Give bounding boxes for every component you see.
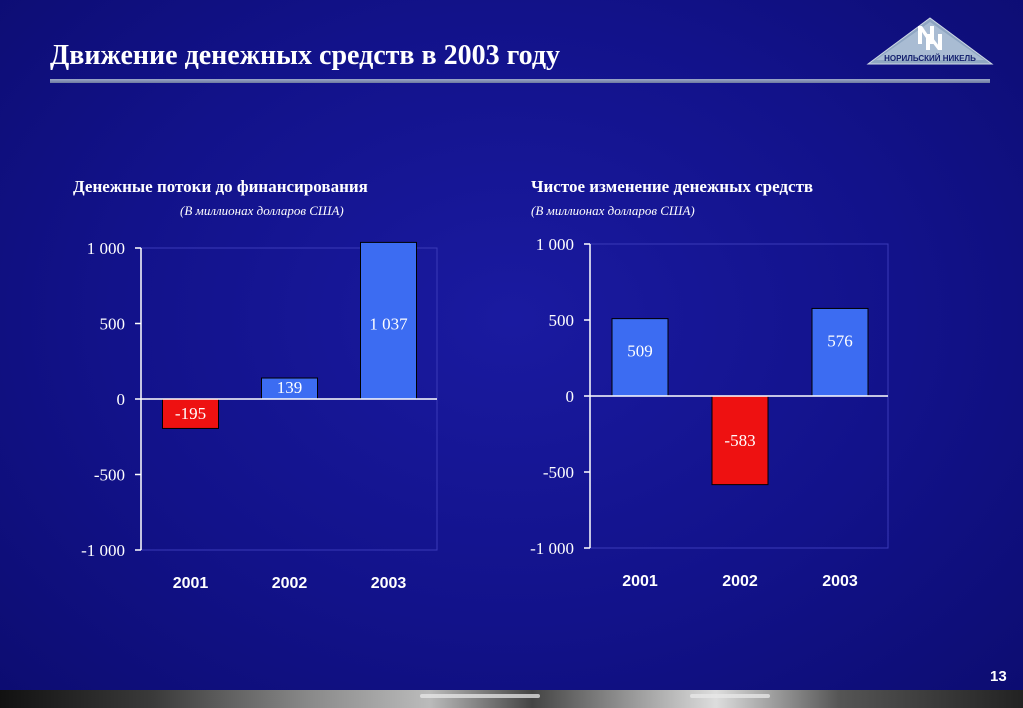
x-category-label: 2003 [822, 573, 858, 590]
y-tick-label: -1 000 [81, 541, 125, 560]
slide-title: Движение денежных средств в 2003 году [50, 40, 561, 71]
y-tick-label: 1 000 [87, 239, 125, 258]
page-number: 13 [990, 668, 1007, 685]
y-tick-label: 500 [100, 315, 126, 334]
y-tick-label: -1 000 [530, 539, 574, 558]
bar-2001 [162, 398, 219, 429]
data-label-2002: 139 [277, 378, 303, 397]
data-label-2003: 576 [827, 331, 853, 350]
x-category-label: 2002 [722, 573, 758, 590]
bar-2002 [711, 395, 769, 486]
data-label-2002: -583 [724, 431, 755, 450]
y-tick-label: -500 [94, 466, 125, 485]
chart-2-title: Чистое изменение денежных средств [531, 177, 814, 196]
chart-1-title: Денежные потоки до финансирования [73, 177, 368, 196]
x-category-label: 2003 [371, 575, 407, 592]
chart-2-subtitle: (В миллионах долларов США) [531, 203, 695, 218]
bar-2003 [811, 307, 869, 397]
y-tick-label: 500 [549, 311, 575, 330]
data-label-2001: 509 [627, 342, 653, 361]
y-tick-label: 0 [117, 390, 126, 409]
bottom-decorative-band [0, 690, 1023, 708]
x-category-label: 2001 [173, 575, 209, 592]
x-category-label: 2001 [622, 573, 658, 590]
y-tick-label: 0 [566, 387, 575, 406]
bar-2003 [360, 241, 417, 400]
nn-monogram-icon [918, 26, 942, 50]
norilsk-nickel-logo: НОРИЛЬСКИЙ НИКЕЛЬ [866, 17, 994, 65]
bar-2001 [611, 318, 669, 397]
chart-cash-flow-before-financing: 1 000 500 0 -500 -1 000 -195 2001 139 2002 1 037 2… [81, 239, 438, 592]
data-label-2003: 1 037 [369, 315, 408, 334]
y-tick-label: 1 000 [536, 235, 574, 254]
chart-net-change-in-cash: 1 000 500 0 -500 -1 000 509 2001 -583 2002 576 200… [530, 235, 889, 590]
logo-text: НОРИЛЬСКИЙ НИКЕЛЬ [884, 54, 976, 63]
y-tick-label: -500 [543, 463, 574, 482]
x-category-label: 2002 [272, 575, 308, 592]
title-divider [50, 79, 990, 83]
data-label-2001: -195 [175, 404, 206, 423]
chart-1-subtitle: (В миллионах долларов США) [180, 203, 344, 218]
